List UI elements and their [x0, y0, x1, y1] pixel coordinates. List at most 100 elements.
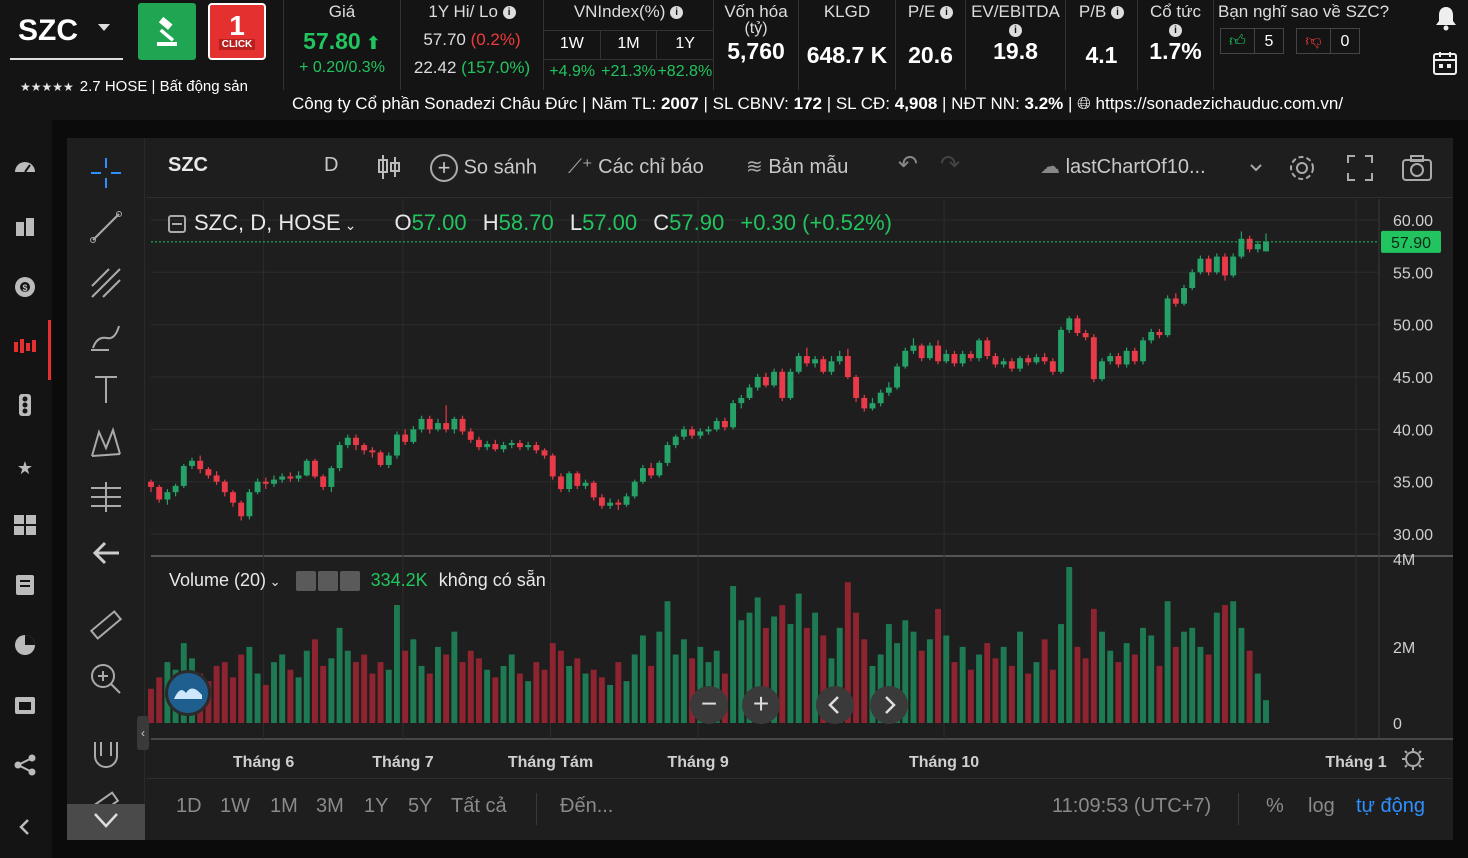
- ruler-icon[interactable]: [87, 606, 125, 644]
- candle-body: [492, 444, 499, 450]
- undo-icon[interactable]: ↶: [898, 151, 919, 178]
- vnindex-1w[interactable]: 1W: [544, 31, 601, 59]
- info-icon[interactable]: i: [1169, 24, 1182, 38]
- vnindex-1m-value: +21.3%: [601, 63, 656, 80]
- stars-icon[interactable]: ★: [12, 454, 38, 480]
- candle-body: [762, 377, 769, 386]
- pe-label: P/E: [907, 2, 936, 21]
- chart-type-icon[interactable]: [376, 152, 402, 182]
- range-1m[interactable]: 1M: [270, 795, 298, 817]
- info-icon[interactable]: i: [940, 6, 954, 20]
- magnet-icon[interactable]: [87, 734, 125, 772]
- collapse-toolbar-tab[interactable]: ‹: [137, 716, 149, 750]
- measure-tool-icon[interactable]: [87, 478, 125, 516]
- volume-bar: [943, 635, 950, 723]
- chevron-down-icon[interactable]: ⌄: [340, 217, 357, 233]
- crosshair-icon[interactable]: [87, 154, 125, 192]
- volume-bar: [238, 654, 245, 723]
- money-gear-icon[interactable]: $: [12, 274, 38, 300]
- text-tool-icon[interactable]: [87, 370, 125, 408]
- scroll-left-button[interactable]: [816, 686, 854, 724]
- brush-icon[interactable]: [87, 318, 125, 356]
- fullscreen-icon[interactable]: [1344, 152, 1376, 184]
- vnindex-1y[interactable]: 1Y: [675, 35, 695, 52]
- percent-scale-button[interactable]: %: [1266, 795, 1284, 817]
- info-icon[interactable]: i: [1111, 6, 1125, 20]
- bell-icon[interactable]: [1432, 4, 1460, 32]
- dashboard-icon[interactable]: [12, 154, 38, 180]
- arrow-left-icon[interactable]: [87, 534, 125, 572]
- candle-body: [1123, 350, 1130, 365]
- info-icon[interactable]: i: [670, 6, 684, 20]
- building-icon[interactable]: [12, 214, 38, 240]
- pie-chart-icon[interactable]: [12, 632, 38, 658]
- range-all[interactable]: Tất cả: [451, 795, 507, 817]
- settings-gear-icon[interactable]: [1286, 152, 1318, 184]
- indicators-button[interactable]: ⟋⁺ Các chỉ báo: [568, 154, 704, 179]
- volume-title[interactable]: Volume (20): [169, 570, 267, 590]
- range-1y[interactable]: 1Y: [364, 795, 389, 817]
- zoom-in-icon[interactable]: [87, 660, 125, 698]
- calendar-icon[interactable]: [1432, 50, 1458, 76]
- like-button[interactable]: 👍︎ 5: [1220, 28, 1284, 54]
- collapse-left-icon[interactable]: [12, 814, 38, 840]
- templates-button[interactable]: ≋ Bản mẫu: [746, 154, 848, 179]
- chevron-down-icon[interactable]: [1248, 160, 1264, 176]
- document-icon[interactable]: [12, 572, 38, 598]
- market-cap-value: 5,760: [727, 38, 785, 64]
- settings-icon[interactable]: [317, 571, 338, 592]
- goto-date-button[interactable]: Đến...: [560, 795, 614, 817]
- chevron-down-icon[interactable]: ⌄: [266, 574, 281, 589]
- legend-title[interactable]: SZC, D, HOSE: [194, 210, 341, 235]
- layout-button[interactable]: ☁︎ lastChartOf10...: [1040, 154, 1206, 179]
- candle-body: [467, 431, 474, 440]
- indicator-icon: ⟋⁺: [568, 156, 593, 178]
- candle-body: [262, 481, 269, 484]
- range-1w[interactable]: 1W: [220, 795, 250, 817]
- range-5y[interactable]: 5Y: [408, 795, 433, 817]
- dislike-button[interactable]: 👎︎ 0: [1296, 28, 1360, 54]
- collapse-legend-icon[interactable]: [168, 215, 186, 234]
- eye-icon[interactable]: [295, 571, 316, 592]
- candle-body: [836, 356, 843, 362]
- ticker-selector[interactable]: SZC: [10, 4, 123, 60]
- info-icon[interactable]: i: [1009, 24, 1022, 38]
- dividend-value: 1.7%: [1149, 38, 1202, 64]
- price-chart[interactable]: 60.00 55.00 50.00 45.00 40.00 35.00 30.00 4M 2M 0…: [146, 199, 1453, 778]
- grid-icon[interactable]: [12, 512, 38, 538]
- traffic-light-icon[interactable]: [12, 392, 38, 418]
- one-click-button[interactable]: 1 CLICK: [208, 3, 266, 60]
- candle-body: [1222, 256, 1228, 276]
- compare-button[interactable]: + So sánh: [430, 154, 537, 182]
- zoom-in-button[interactable]: +: [742, 686, 780, 724]
- volume-bar: [738, 620, 745, 723]
- trend-line-icon[interactable]: [87, 208, 125, 246]
- pattern-tool-icon[interactable]: [87, 424, 125, 462]
- interval-button[interactable]: D: [324, 154, 339, 176]
- wallet-icon[interactable]: [12, 692, 38, 718]
- vnindex-1m[interactable]: 1M: [601, 31, 658, 59]
- close-icon[interactable]: [339, 571, 360, 592]
- axis-settings-icon[interactable]: [1400, 746, 1426, 772]
- range-1d[interactable]: 1D: [176, 795, 202, 817]
- volume-bar: [1082, 658, 1089, 723]
- fib-tool-icon[interactable]: [87, 264, 125, 302]
- redo-icon[interactable]: ↷: [940, 151, 961, 178]
- chart-symbol-button[interactable]: SZC: [168, 154, 208, 176]
- zoom-out-button[interactable]: −: [690, 686, 728, 724]
- order-button[interactable]: [138, 3, 196, 60]
- camera-icon[interactable]: [1400, 152, 1434, 184]
- auto-scale-button[interactable]: tự động: [1356, 795, 1425, 817]
- candle-body: [1140, 340, 1146, 362]
- range-3m[interactable]: 3M: [316, 795, 344, 817]
- candlestick-icon[interactable]: [12, 334, 38, 360]
- candle-body: [730, 403, 737, 428]
- log-scale-button[interactable]: log: [1308, 795, 1335, 817]
- candle-body: [221, 481, 228, 493]
- website-link[interactable]: https://sonadezichauduc.com.vn/: [1095, 94, 1344, 113]
- info-icon[interactable]: i: [502, 6, 516, 20]
- volume-bar: [287, 669, 294, 723]
- toolbar-expand-button[interactable]: [67, 804, 145, 840]
- share-icon[interactable]: [12, 752, 38, 778]
- scroll-right-button[interactable]: [870, 686, 908, 724]
